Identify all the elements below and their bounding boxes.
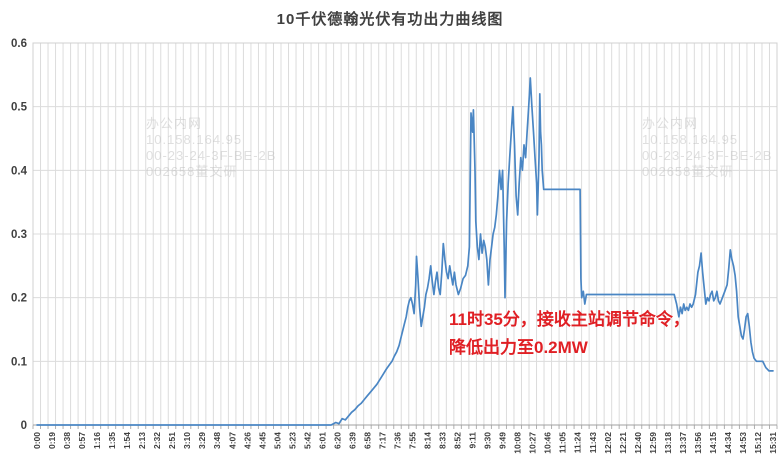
x-tick-label: 12:02 — [603, 432, 613, 454]
x-tick-label: 1:54 — [122, 432, 132, 449]
x-tick-label: 0:57 — [77, 432, 87, 449]
x-tick-label: 13:56 — [693, 432, 703, 454]
x-tick-label: 9:30 — [483, 432, 493, 449]
x-tick-label: 6:39 — [347, 432, 357, 449]
event-annotation-line2: 降低出力至0.2MW — [449, 338, 588, 357]
x-tick-label: 1:35 — [107, 432, 117, 449]
event-annotation-line1: 11时35分，接收主站调节命令， — [449, 310, 690, 329]
y-tick-label: 0.3 — [11, 229, 27, 241]
x-tick-label: 11:43 — [588, 432, 598, 454]
y-tick-label: 0.4 — [11, 165, 28, 177]
x-tick-label: 4:45 — [257, 432, 267, 449]
x-tick-label: 3:48 — [212, 432, 222, 449]
x-tick-label: 2:13 — [137, 432, 147, 449]
x-tick-label: 8:14 — [423, 432, 433, 449]
x-tick-label: 11:05 — [558, 432, 568, 454]
chart-title: 10千伏德翰光伏有功出力曲线图 — [276, 11, 504, 28]
series-line-active-power — [36, 77, 774, 426]
x-tick-label: 10:46 — [543, 432, 553, 454]
x-tick-label: 10:27 — [528, 432, 538, 454]
x-tick-label: 9:11 — [468, 432, 478, 449]
y-tick-label: 0.2 — [11, 293, 27, 305]
x-tick-label: 8:52 — [453, 432, 463, 449]
y-tick-label: 0 — [21, 420, 27, 432]
x-tick-label: 12:40 — [633, 432, 643, 454]
y-tick-label: 0.5 — [11, 102, 28, 114]
x-tick-label: 2:32 — [152, 432, 162, 449]
y-tick-label: 0.6 — [11, 38, 27, 50]
x-tick-label: 7:55 — [408, 432, 418, 449]
x-tick-label: 0:38 — [62, 432, 72, 449]
x-tick-label: 11:24 — [573, 432, 583, 454]
x-tick-label: 15:31 — [768, 432, 778, 454]
x-tick-label: 6:20 — [332, 432, 342, 449]
x-tick-label: 7:36 — [392, 432, 402, 449]
x-tick-label: 14:34 — [723, 432, 733, 454]
x-tick-label: 1:16 — [92, 432, 102, 449]
x-tick-label: 6:01 — [317, 432, 327, 449]
x-tick-label: 3:10 — [182, 432, 192, 449]
x-tick-label: 5:42 — [302, 432, 312, 449]
x-tick-label: 3:29 — [197, 432, 207, 449]
x-tick-label: 10:08 — [513, 432, 523, 454]
x-tick-label: 12:59 — [648, 432, 658, 454]
x-tick-label: 7:17 — [377, 432, 387, 449]
event-annotation: 11时35分，接收主站调节命令， 降低出力至0.2MW — [449, 306, 690, 362]
x-tick-label: 0:19 — [47, 432, 57, 449]
x-tick-label: 5:04 — [272, 432, 282, 449]
gridlines — [32, 42, 778, 429]
x-tick-label: 2:51 — [167, 432, 177, 449]
y-axis-labels: 0 0.1 0.2 0.3 0.4 0.5 0.6 — [11, 38, 28, 432]
x-tick-label: 0:00 — [32, 432, 42, 449]
x-tick-label: 14:15 — [708, 432, 718, 454]
x-tick-label: 14:53 — [738, 432, 748, 454]
x-tick-label: 5:23 — [287, 432, 297, 449]
x-tick-label: 9:49 — [498, 432, 508, 449]
y-tick-label: 0.1 — [11, 356, 28, 368]
x-tick-label: 13:37 — [678, 432, 688, 454]
x-tick-label: 12:21 — [618, 432, 628, 454]
x-tick-label: 6:58 — [362, 432, 372, 449]
x-tick-label: 8:33 — [438, 432, 448, 449]
x-tick-label: 4:26 — [242, 432, 252, 449]
x-axis-labels: 0:00 0:19 0:38 0:57 1:16 1:35 1:54 2:13 2:32 2:51… — [32, 432, 778, 454]
x-tick-label: 4:07 — [227, 432, 237, 449]
x-tick-label: 13:18 — [663, 432, 673, 454]
x-tick-label: 15:12 — [753, 432, 763, 454]
